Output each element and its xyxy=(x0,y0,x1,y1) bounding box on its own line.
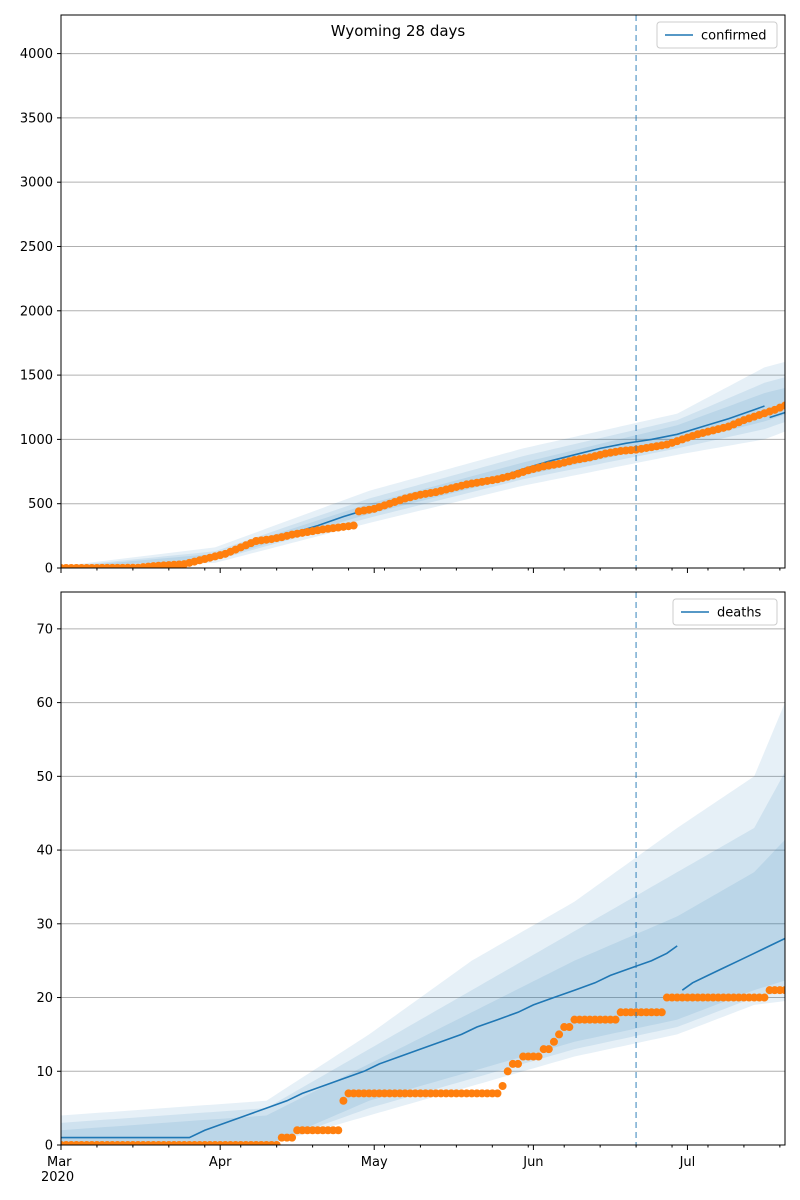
y-tick-label: 2500 xyxy=(20,240,53,255)
observed-point xyxy=(791,986,799,994)
x-tick-label: 2020 xyxy=(41,1170,74,1185)
x-tick-label: Jul xyxy=(679,1155,696,1170)
legend-box xyxy=(672,598,778,626)
y-tick-label: 60 xyxy=(36,696,53,711)
x-tick-label: May xyxy=(361,1155,388,1170)
chart-title: Wyoming 28 days xyxy=(331,22,466,40)
y-tick-label: 10 xyxy=(36,1065,53,1080)
observed-point xyxy=(549,1037,558,1046)
confidence-band-2 xyxy=(61,377,785,568)
observed-point xyxy=(534,1052,543,1061)
model-line xyxy=(61,945,678,1139)
y-tick-label: 3000 xyxy=(20,176,53,191)
y-tick-label: 0 xyxy=(45,562,53,577)
legend-box xyxy=(656,21,778,49)
observed-point xyxy=(288,1133,297,1142)
observed-point xyxy=(796,393,800,401)
observed-point xyxy=(334,1126,343,1135)
y-tick-label: 50 xyxy=(36,770,53,785)
model-forecast-line xyxy=(681,937,785,991)
y-tick-label: 20 xyxy=(36,991,53,1006)
observed-point xyxy=(781,401,785,410)
y-tick-label: 500 xyxy=(28,497,53,512)
observed-point xyxy=(611,1015,620,1024)
x-tick-label: Apr xyxy=(209,1155,232,1170)
axes-frame xyxy=(60,14,786,569)
legend-label: deaths xyxy=(717,606,762,621)
x-tick-label: Mar xyxy=(47,1155,72,1170)
observed-point xyxy=(498,1082,507,1091)
observed-point xyxy=(349,521,358,530)
observed-point xyxy=(503,1067,512,1076)
observed-point xyxy=(657,1008,666,1017)
confidence-band-2 xyxy=(61,771,785,1145)
observed-point xyxy=(760,993,769,1002)
legend-label: confirmed xyxy=(701,29,767,44)
observed-point xyxy=(786,986,794,994)
y-tick-label: 0 xyxy=(45,1139,53,1154)
y-tick-label: 4000 xyxy=(20,47,53,62)
y-tick-label: 1000 xyxy=(20,433,53,448)
observed-point xyxy=(544,1045,553,1054)
observed-point xyxy=(796,986,800,994)
confirmed-panel: 0 500 1000 1500 2000 2500 3000 3500 4000 Wyoming … xyxy=(20,14,800,577)
observed-point xyxy=(555,1030,564,1039)
y-tick-label: 40 xyxy=(36,844,53,859)
observed-point xyxy=(786,399,794,407)
observed-point xyxy=(272,1141,281,1145)
axes-frame xyxy=(60,591,786,1146)
observed-point xyxy=(781,986,785,995)
x-tick-label: Jun xyxy=(522,1155,543,1170)
y-tick-label: 3500 xyxy=(20,111,53,126)
observed-point xyxy=(565,1023,574,1032)
plot-area xyxy=(61,361,800,568)
y-tick-label: 30 xyxy=(36,917,53,932)
observed-point xyxy=(339,1096,348,1105)
observed-point xyxy=(791,396,799,404)
y-tick-label: 2000 xyxy=(20,304,53,319)
confidence-band-3 xyxy=(61,839,785,1145)
observed-point xyxy=(493,1089,502,1098)
plot-area xyxy=(61,702,800,1145)
confidence-band-1 xyxy=(61,702,785,1145)
y-tick-label: 1500 xyxy=(20,369,53,384)
observed-point xyxy=(513,1059,522,1068)
y-tick-label: 70 xyxy=(36,622,53,637)
